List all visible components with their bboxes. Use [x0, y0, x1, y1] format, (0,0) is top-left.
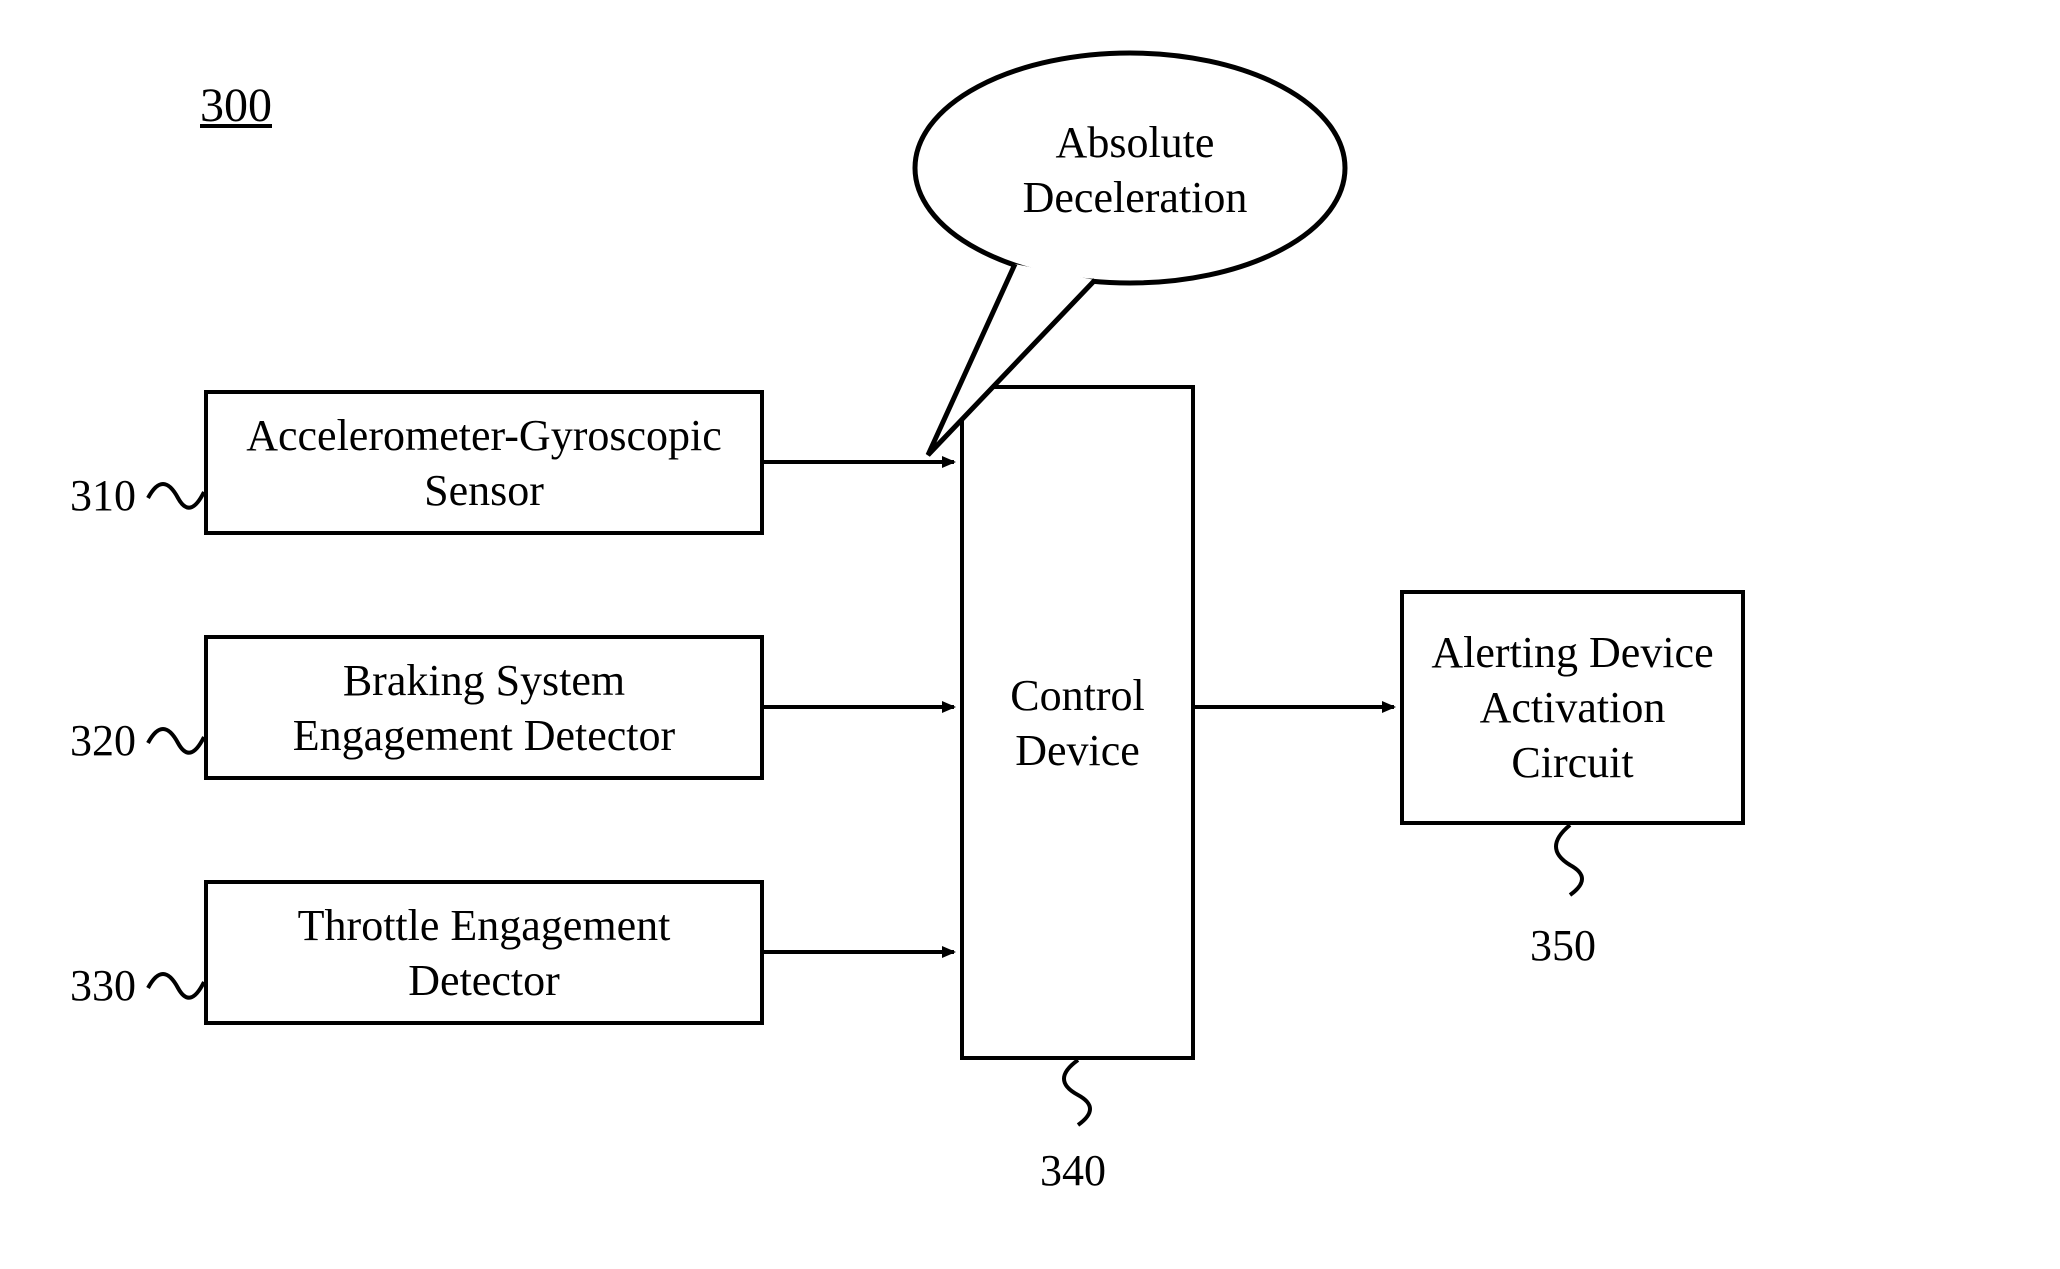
callout-text: Absolute Deceleration — [1020, 115, 1250, 225]
curl-310 — [148, 484, 204, 508]
alerting-ref-text: 350 — [1530, 921, 1596, 970]
throttle-label: Throttle EngagementDetector — [298, 898, 671, 1008]
callout-line1: Absolute — [1056, 118, 1215, 167]
braking-ref: 320 — [70, 715, 136, 766]
alerting-box: Alerting DeviceActivationCircuit — [1400, 590, 1745, 825]
control-ref: 340 — [1040, 1145, 1106, 1196]
control-box: ControlDevice — [960, 385, 1195, 1060]
curl-350 — [1556, 825, 1582, 895]
braking-label: Braking SystemEngagement Detector — [293, 653, 675, 763]
figure-number: 300 — [200, 78, 272, 133]
braking-ref-text: 320 — [70, 716, 136, 765]
sensor-box: Accelerometer-GyroscopicSensor — [204, 390, 764, 535]
throttle-box: Throttle EngagementDetector — [204, 880, 764, 1025]
curl-320 — [148, 729, 204, 753]
control-ref-text: 340 — [1040, 1146, 1106, 1195]
sensor-ref-text: 310 — [70, 471, 136, 520]
curl-340 — [1064, 1060, 1090, 1125]
sensor-label: Accelerometer-GyroscopicSensor — [246, 408, 722, 518]
callout-line2: Deceleration — [1023, 173, 1248, 222]
throttle-ref: 330 — [70, 960, 136, 1011]
block-diagram: 300 Accelerometer-GyroscopicSensor Braki… — [0, 0, 2060, 1269]
curl-330 — [148, 974, 204, 998]
throttle-ref-text: 330 — [70, 961, 136, 1010]
braking-box: Braking SystemEngagement Detector — [204, 635, 764, 780]
figure-number-text: 300 — [200, 79, 272, 132]
sensor-ref: 310 — [70, 470, 136, 521]
alerting-ref: 350 — [1530, 920, 1596, 971]
alerting-label: Alerting DeviceActivationCircuit — [1431, 625, 1713, 790]
control-label: ControlDevice — [1010, 668, 1144, 778]
